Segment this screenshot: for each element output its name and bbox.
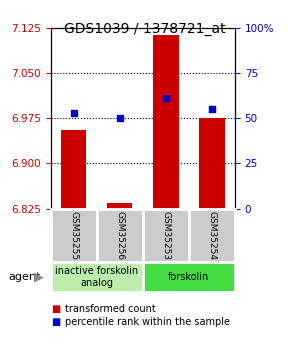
- Bar: [153, 36, 179, 209]
- Point: [71, 110, 76, 116]
- Bar: [199, 118, 224, 209]
- Text: agent: agent: [9, 272, 41, 282]
- Bar: [143, 262, 235, 292]
- Text: GSM35254: GSM35254: [207, 211, 216, 260]
- Point: [164, 96, 168, 101]
- Text: GSM35255: GSM35255: [69, 211, 78, 260]
- Text: inactive forskolin
analog: inactive forskolin analog: [55, 266, 138, 288]
- Bar: [51, 262, 143, 292]
- Point: [210, 106, 214, 112]
- Text: percentile rank within the sample: percentile rank within the sample: [65, 317, 230, 326]
- Bar: [143, 209, 189, 262]
- Bar: [107, 203, 133, 209]
- Text: ■: ■: [51, 317, 60, 326]
- Text: GSM35253: GSM35253: [161, 211, 170, 260]
- Text: ▶: ▶: [34, 270, 44, 283]
- Text: transformed count: transformed count: [65, 304, 156, 314]
- Text: GDS1039 / 1378721_at: GDS1039 / 1378721_at: [64, 22, 226, 37]
- Text: forskolin: forskolin: [168, 272, 209, 282]
- Text: GSM35256: GSM35256: [115, 211, 124, 260]
- Bar: [97, 209, 143, 262]
- Bar: [51, 209, 97, 262]
- Text: ■: ■: [51, 304, 60, 314]
- Bar: [61, 130, 86, 209]
- Point: [117, 115, 122, 121]
- Bar: [189, 209, 235, 262]
